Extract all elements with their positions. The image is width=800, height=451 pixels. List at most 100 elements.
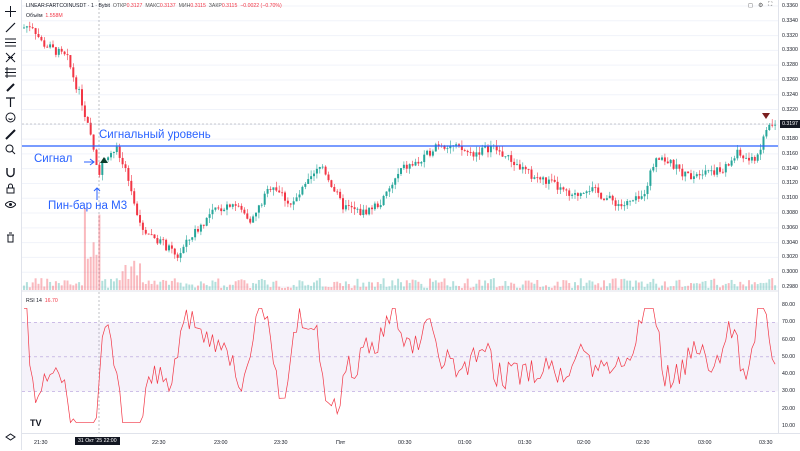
ruler-icon[interactable] <box>3 127 18 142</box>
candle-body <box>376 203 379 208</box>
volume-bar <box>652 278 655 290</box>
pitchfork-icon[interactable] <box>3 50 18 65</box>
horizontal-lines-icon[interactable] <box>3 35 18 50</box>
trash-icon[interactable] <box>3 230 18 245</box>
rsi-tick: 10.00 <box>782 423 795 429</box>
candle-body <box>620 204 623 207</box>
layers-icon[interactable] <box>3 430 18 445</box>
candle-body <box>707 170 710 172</box>
volume-bar <box>69 284 72 290</box>
rsi-line <box>24 308 776 424</box>
volume-bar <box>397 278 400 290</box>
volume-bar <box>298 280 301 290</box>
candle-body <box>205 217 208 226</box>
candle-body <box>289 203 292 205</box>
candle-body <box>243 209 246 214</box>
volume-bar <box>220 287 223 290</box>
text-icon[interactable] <box>3 95 18 110</box>
candle-body <box>252 216 255 223</box>
volume-bar <box>249 287 252 290</box>
settings-icon[interactable]: ⚙ <box>758 3 764 9</box>
volume-bar <box>565 280 568 290</box>
candle-body <box>170 245 173 249</box>
volume-bar <box>466 278 469 290</box>
candle-body <box>675 164 678 169</box>
candle-body <box>284 192 286 201</box>
candle-body <box>658 158 661 160</box>
candle-body <box>304 183 307 187</box>
crosshair-icon[interactable] <box>3 4 18 19</box>
volume-bar <box>591 281 594 290</box>
candle-body <box>379 205 382 208</box>
candle-body <box>382 195 385 206</box>
volume-bar <box>434 280 437 290</box>
volume-bar <box>678 279 681 290</box>
candle-body <box>663 157 666 162</box>
fib-icon[interactable] <box>3 65 18 80</box>
volume-bar <box>507 285 510 290</box>
chart-area[interactable]: LINEAR:FARTCOINUSDT · 1 · Bybit ОТКР0.31… <box>22 0 778 433</box>
lock-icon[interactable] <box>3 181 18 196</box>
volume-bar <box>176 282 179 290</box>
restore-icon[interactable]: ◻ <box>748 3 753 9</box>
volume-bar <box>272 281 275 290</box>
candle-body <box>582 193 585 194</box>
volume-bar <box>121 271 124 290</box>
volume-bar <box>666 287 669 290</box>
smiley-icon[interactable] <box>3 110 18 125</box>
price-tick: 0.3280 <box>782 62 798 69</box>
candle-body <box>521 166 524 170</box>
volume-bar <box>536 279 539 290</box>
volume-bar <box>156 284 159 290</box>
price-tick: 0.3160 <box>782 150 798 157</box>
volume-bar <box>52 285 54 290</box>
price-tick: 0.3240 <box>782 91 798 98</box>
candle-body <box>124 164 127 169</box>
price-scale[interactable]: 0.3360 0.3340 0.3320 0.3300 0.3280 0.3260 0.32… <box>778 0 800 433</box>
candle-body <box>333 186 336 192</box>
zoom-icon[interactable] <box>3 142 18 157</box>
candle-body <box>437 144 440 146</box>
candle-body <box>719 167 721 172</box>
volume-bar <box>127 278 130 290</box>
volume-bar <box>710 279 713 290</box>
volume-bar <box>394 285 397 290</box>
volume-bar <box>173 278 176 290</box>
candle-body <box>394 178 397 185</box>
volume-bar <box>46 278 49 290</box>
magnet-icon[interactable] <box>3 165 18 180</box>
volume-bar <box>136 275 139 290</box>
volume-bar <box>28 287 31 290</box>
candle-body <box>202 224 205 226</box>
candle-body <box>57 48 60 55</box>
rsi-tick: 50.00 <box>782 353 795 360</box>
eye-icon[interactable] <box>3 197 18 212</box>
candle-body <box>713 170 716 175</box>
candle-body <box>478 152 481 155</box>
candle-body <box>449 146 452 149</box>
candle-body <box>687 171 690 174</box>
candle-body <box>753 156 756 161</box>
candle-body <box>95 149 98 166</box>
trend-line-icon[interactable] <box>3 20 18 35</box>
rsi-value: 16.70 <box>44 298 58 304</box>
candle-body <box>46 46 49 48</box>
candle-body <box>342 198 344 210</box>
volume-bar <box>168 284 170 290</box>
brush-icon[interactable] <box>3 80 18 95</box>
maximize-icon[interactable]: ⛶ <box>768 2 773 8</box>
candle-body <box>678 164 681 169</box>
price-tick: 0.2980 <box>782 284 798 290</box>
candle-body <box>510 155 513 162</box>
candle-body <box>568 190 571 196</box>
candle-body <box>666 161 669 164</box>
price-tick: 0.3060 <box>782 224 798 231</box>
time-axis[interactable]: 21:30 22:30 23:00 23:30 Пят 00:30 01:00 01:30 02… <box>22 433 800 451</box>
candle-body <box>92 134 95 150</box>
price-chart[interactable] <box>22 0 778 433</box>
candle-body <box>388 188 391 192</box>
volume-bar <box>373 286 376 290</box>
candle-body <box>371 207 373 210</box>
candle-body <box>542 177 545 180</box>
candle-body <box>727 164 730 166</box>
